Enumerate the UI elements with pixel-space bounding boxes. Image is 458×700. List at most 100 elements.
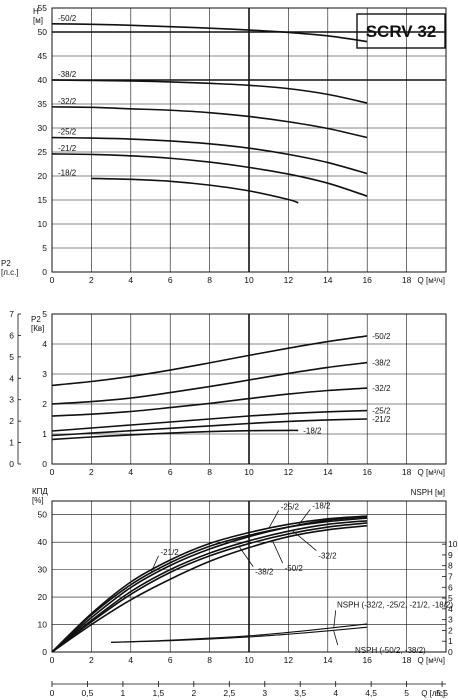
y-tick-label: 10	[38, 219, 48, 229]
secondary-x-tick-label: 4	[333, 688, 338, 698]
y-tick-label: 30	[38, 123, 48, 133]
secondary-x-tick-label: 5,5	[436, 688, 448, 698]
secondary-x-tick-label: 5	[404, 688, 409, 698]
x-tick-label: 10	[244, 467, 254, 477]
x-tick-label: 14	[323, 275, 333, 285]
x-tick-label: 6	[168, 275, 173, 285]
y-tick-label: 0	[42, 459, 47, 469]
series-label: -38/2	[58, 70, 77, 79]
model-title-box: SCRV 32	[356, 13, 446, 49]
series-curve	[51, 136, 368, 175]
series-label: -25/2	[281, 502, 300, 511]
y-tick-label: 50	[38, 27, 48, 37]
series-curve	[51, 515, 368, 653]
x-tick-label: 14	[323, 467, 333, 477]
x-tick-label: 4	[128, 467, 133, 477]
nsph-curve	[111, 623, 368, 643]
leader-line	[272, 540, 284, 564]
plot-frame	[51, 313, 447, 465]
secondary-tick-label: 8	[448, 561, 453, 571]
y-tick-label: 50	[38, 510, 48, 520]
series-label: -50/2	[372, 332, 391, 341]
y-axis-label-secondary: NSPH [м]	[411, 488, 445, 497]
x-tick-label: 8	[207, 655, 212, 665]
plot-frame	[51, 7, 447, 273]
y-tick-label: 5	[42, 243, 47, 253]
x-tick-label: 2	[89, 275, 94, 285]
x-tick-label: 4	[128, 275, 133, 285]
secondary-x-tick-label: 1,5	[152, 688, 164, 698]
secondary-tick-label: 0	[9, 459, 14, 469]
x-tick-label: 18	[402, 655, 412, 665]
series-label: NSPH (-50/2, -38/2)	[355, 646, 426, 655]
x-tick-label: 12	[284, 655, 294, 665]
series-label: NSPH (-32/2, -25/2, -21/2, -18/2)	[337, 600, 453, 609]
y-tick-label: 25	[38, 147, 48, 157]
series-label: -50/2	[285, 564, 304, 573]
secondary-tick-label: 5	[448, 593, 453, 603]
secondary-x-tick-label: 2,5	[223, 688, 235, 698]
secondary-tick-label: 2	[448, 625, 453, 635]
y-tick-label: 35	[38, 99, 48, 109]
x-tick-label: 6	[168, 655, 173, 665]
series-curve	[91, 177, 299, 204]
secondary-tick-label: 9	[448, 550, 453, 560]
series-label: -21/2	[161, 548, 180, 557]
x-tick-label: 18	[402, 467, 412, 477]
x-axis-label: Q [м³/ч]	[418, 468, 445, 477]
secondary-x-tick-label: 3	[262, 688, 267, 698]
series-label: -32/2	[372, 384, 391, 393]
y-tick-label: 1	[42, 429, 47, 439]
series-curve	[51, 361, 368, 405]
leader-line	[297, 509, 311, 526]
nsph-curve	[111, 626, 368, 643]
y-axis-label-secondary: P2 [л.с.]	[1, 259, 19, 277]
series-curve	[51, 519, 368, 653]
x-tick-label: 10	[244, 275, 254, 285]
y-tick-label: 30	[38, 565, 48, 575]
secondary-tick-label: 10	[448, 539, 458, 549]
x-tick-label: 12	[284, 275, 294, 285]
x-tick-label: 0	[50, 655, 55, 665]
secondary-tick-label: 3	[448, 615, 453, 625]
y-tick-label: 45	[38, 51, 48, 61]
y-axis-label: P2 [Кв]	[31, 315, 44, 333]
secondary-x-tick-label: 3,5	[294, 688, 306, 698]
x-tick-label: 16	[362, 275, 372, 285]
x-tick-label: 0	[50, 275, 55, 285]
series-label: -18/2	[303, 426, 322, 435]
x-tick-label: 10	[244, 655, 254, 665]
x-tick-label: 4	[128, 655, 133, 665]
x-tick-label: 12	[284, 467, 294, 477]
y-tick-label: 2	[42, 399, 47, 409]
x-tick-label: 6	[168, 467, 173, 477]
y-tick-label: 0	[42, 647, 47, 657]
secondary-x-tick-label: 0	[50, 688, 55, 698]
y-tick-label: 10	[38, 620, 48, 630]
leader-line	[333, 610, 337, 629]
secondary-tick-label: 1	[448, 636, 453, 646]
series-curve	[51, 106, 368, 139]
secondary-tick-label: 6	[448, 582, 453, 592]
y-tick-label: 3	[42, 369, 47, 379]
secondary-tick-label: 4	[9, 373, 14, 383]
secondary-x-tick-label: 1	[121, 688, 126, 698]
series-curve	[51, 515, 368, 653]
leader-line	[268, 510, 280, 529]
x-tick-label: 8	[207, 275, 212, 285]
series-label: -50/2	[58, 14, 77, 23]
series-curve	[51, 335, 368, 387]
y-tick-label: 55	[38, 3, 48, 13]
x-tick-label: 2	[89, 467, 94, 477]
y-axis-label: H [м]	[33, 7, 43, 25]
x-tick-label: 2	[89, 655, 94, 665]
series-curve	[51, 517, 368, 653]
series-curve	[51, 387, 368, 417]
series-curve	[51, 522, 368, 653]
secondary-tick-label: 4	[448, 604, 453, 614]
series-label: -32/2	[318, 552, 337, 561]
series-curve	[51, 23, 368, 43]
y-tick-label: 0	[42, 267, 47, 277]
